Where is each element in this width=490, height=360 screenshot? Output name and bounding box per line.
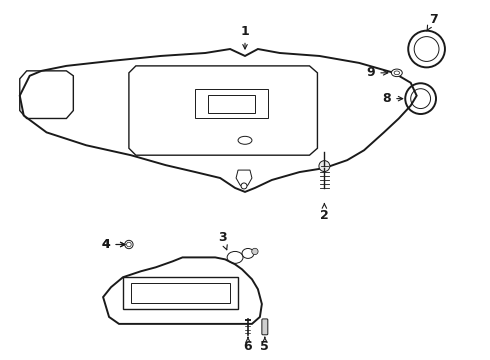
Text: 6: 6 bbox=[244, 337, 252, 353]
Text: 4: 4 bbox=[102, 238, 125, 251]
FancyBboxPatch shape bbox=[262, 319, 268, 335]
Text: 4: 4 bbox=[102, 238, 125, 251]
Ellipse shape bbox=[392, 69, 402, 77]
Text: 2: 2 bbox=[320, 203, 329, 222]
Text: 7: 7 bbox=[427, 13, 438, 31]
Text: 3: 3 bbox=[218, 231, 227, 250]
Circle shape bbox=[319, 161, 330, 172]
Text: 1: 1 bbox=[241, 24, 249, 49]
Text: 8: 8 bbox=[383, 92, 403, 105]
Text: 5: 5 bbox=[261, 337, 269, 353]
Circle shape bbox=[241, 183, 247, 189]
Text: 9: 9 bbox=[367, 66, 388, 79]
Circle shape bbox=[252, 248, 258, 255]
